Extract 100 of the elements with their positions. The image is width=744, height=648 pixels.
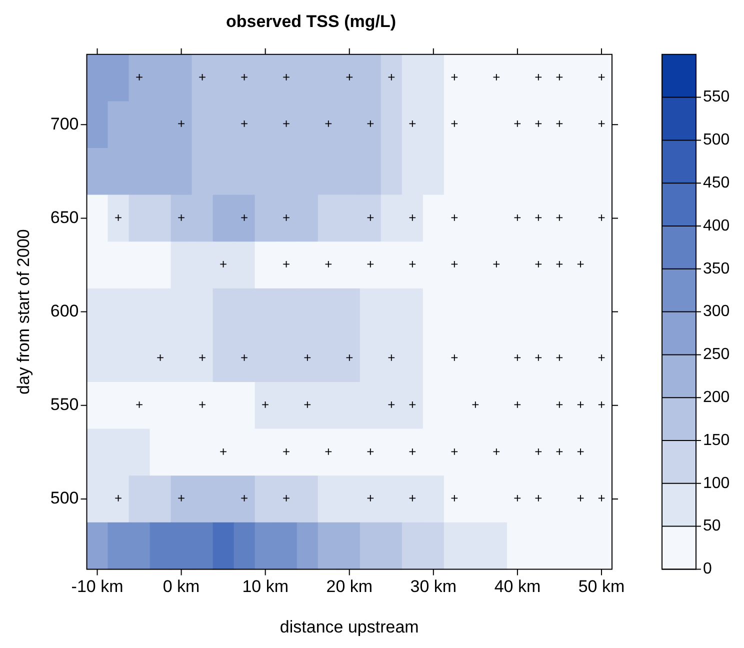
data-label: + [492,69,500,84]
data-label: + [556,350,564,366]
data-label: + [388,69,396,84]
data-label: + [178,490,186,506]
data-label: + [366,444,374,459]
data-label: + [135,396,144,412]
data-label: + [114,210,122,225]
data-label: + [408,116,416,132]
color-bar-label: 400 [703,217,730,234]
x-tick-label: 10 km [242,577,288,596]
data-label: + [324,116,332,132]
data-label: + [304,350,312,366]
data-label: + [240,116,248,132]
y-tick-label: 550 [50,395,79,414]
data-label: + [598,116,606,132]
data-label: + [534,444,542,459]
data-label: + [198,69,206,84]
color-bar-label: 50 [703,518,721,535]
data-label: + [556,396,564,412]
color-bar-label: 250 [703,346,730,364]
data-label: + [282,256,290,272]
data-label: + [472,396,480,412]
color-bar-label: 550 [703,88,730,106]
y-tick-label: 600 [50,301,79,320]
data-label: + [220,256,228,272]
data-label: + [534,69,542,84]
color-bar-label: 150 [703,432,730,449]
data-label: + [576,396,584,412]
data-label: + [408,490,416,506]
data-label: + [450,116,458,132]
color-bar-label: 350 [703,260,730,278]
data-label: + [576,256,584,272]
data-label: + [514,116,522,132]
data-label: + [408,210,416,225]
data-label: + [598,350,606,366]
data-label: + [388,396,396,412]
data-label: + [156,350,164,366]
data-label: + [408,444,416,459]
data-label: + [450,256,458,272]
data-label: + [366,490,374,506]
data-label: + [366,256,374,272]
x-tick-label: -10 km [71,577,124,596]
y-tick-label: 500 [50,488,79,508]
data-label: + [514,490,522,506]
data-label: + [492,256,500,272]
data-label: + [240,350,248,366]
data-label: + [450,444,458,459]
data-label: + [450,69,458,84]
data-label: + [450,210,458,225]
data-label: + [514,396,522,412]
y-axis-title: day from start of 2000 [14,229,33,394]
data-label: + [198,396,206,412]
color-bar-label: 450 [703,174,730,192]
data-label: + [598,396,606,412]
data-label: + [408,396,416,412]
data-label: + [282,116,290,132]
x-tick-label: 40 km [494,577,541,596]
data-label: + [240,490,248,506]
color-bar-label: 300 [703,303,730,320]
data-label: + [240,210,248,225]
color-bar-label: 200 [703,389,730,406]
data-label: + [366,210,374,225]
data-label: + [346,69,354,84]
data-label: + [135,69,144,84]
data-label: + [178,116,186,132]
data-label: + [534,350,542,366]
x-tick-label: 0 km [162,577,200,596]
y-tick-label: 700 [50,114,79,134]
y-tick-label: 650 [50,208,79,227]
data-label: + [556,69,564,84]
data-label: + [598,69,606,84]
data-label: + [220,444,228,459]
data-label: + [598,490,606,506]
data-label: + [324,256,332,272]
data-label: + [514,350,522,366]
data-label: + [534,490,542,506]
data-label: + [388,350,396,366]
data-label: + [282,444,290,459]
data-label: + [514,210,522,225]
data-label: + [556,210,564,225]
data-label: + [556,116,564,132]
data-label: + [492,444,500,459]
data-label: + [178,210,186,225]
data-label: + [598,210,606,225]
color-bar-label: 100 [703,474,730,492]
data-label: + [450,490,458,506]
x-tick-label: 30 km [410,577,457,596]
data-label: + [408,256,416,272]
color-bar-label: 500 [703,132,730,149]
data-label: + [366,116,374,132]
data-label: + [556,444,564,459]
data-label: + [450,350,458,366]
color-bar-label: 0 [703,560,712,578]
data-label: + [282,490,290,506]
data-label: + [534,256,542,272]
data-label: + [240,69,248,84]
data-label: + [282,69,290,84]
data-label: + [534,116,542,132]
x-tick-label: 20 km [326,577,373,596]
data-label: + [198,350,206,366]
